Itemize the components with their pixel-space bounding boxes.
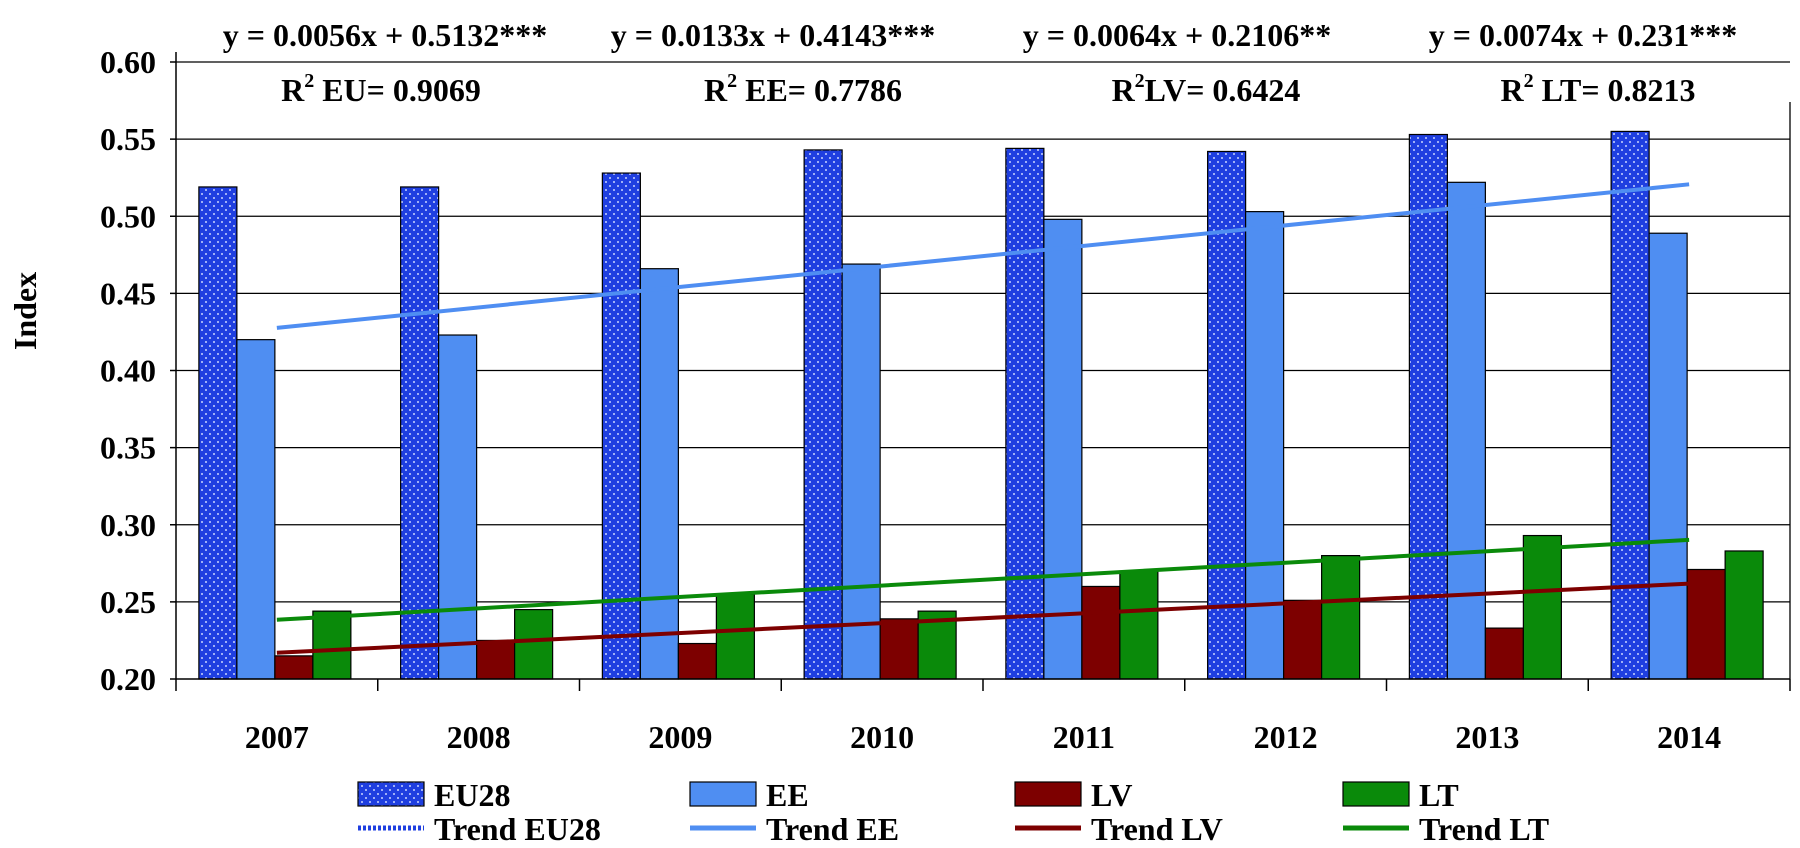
bar-lv-2014 [1686,568,1726,680]
legend-label-eu28: EU28 [434,777,510,813]
bar-lt-2007 [312,610,352,680]
y-tick-label: 0.50 [100,198,156,234]
y-tick-label: 0.60 [100,44,156,80]
legend-swatch-ee [689,781,757,807]
bar-eu28-2014 [1610,130,1650,680]
legend-label-ee: EE [766,777,809,813]
bar-lv-2013 [1484,627,1524,680]
x-tick-label-2012: 2012 [1254,719,1318,755]
bar-ee-2008 [438,334,478,680]
bar-ee-2014 [1648,232,1688,680]
trend-equation: y = 0.0056x + 0.5132*** [223,17,547,53]
x-tick-label-2013: 2013 [1455,719,1519,755]
x-tick-label-2009: 2009 [648,719,712,755]
bar-lt-2014 [1724,550,1764,680]
bar-ee-2013 [1446,181,1486,680]
x-tick-label-2008: 2008 [447,719,511,755]
trend-equation: y = 0.0074x + 0.231*** [1429,17,1737,53]
y-tick-label: 0.55 [100,121,156,157]
bars [198,130,1764,680]
legend-label-trend-eu28: Trend EU28 [434,811,601,847]
y-axis-label: Index [7,272,43,350]
r-squared-label: R2LV= 0.6424 [1112,70,1301,108]
trend-ee-line [276,182,1690,330]
legend-label-lt: LT [1419,777,1459,813]
trend-lt-line [276,537,1690,622]
legend-label-lv: LV [1091,777,1133,813]
bar-lv-2012 [1283,599,1323,680]
y-tick-label: 0.25 [100,584,156,620]
bar-lt-2012 [1321,554,1361,680]
equations: y = 0.0056x + 0.5132*** R2 EU= 0.9069 y = … [223,17,1737,108]
axes: 0.20 0.25 0.30 0.35 0.40 0.45 0.50 0.55 0.60 2007… [100,44,1791,755]
trend-equation: y = 0.0133x + 0.4143*** [611,17,935,53]
bar-eu28-2011 [1005,147,1045,680]
legend-swatch-lv [1014,781,1082,807]
bar-lt-2009 [715,593,755,680]
y-tick-label: 0.20 [100,661,156,697]
bar-eu28-2009 [601,172,641,680]
y-tick-label: 0.45 [100,275,156,311]
bar-lt-2013 [1522,534,1562,680]
bar-lv-2011 [1081,585,1121,680]
bar-eu28-2012 [1207,150,1247,680]
x-tick-label-2010: 2010 [850,719,914,755]
bar-lt-2011 [1119,570,1159,680]
bar-lt-2008 [514,608,554,680]
legend: EU28 EE LV LT Trend EU28 Trend EE Trend LV Tren… [357,777,1549,847]
bar-eu28-2008 [400,186,440,680]
bar-lv-2008 [476,639,516,680]
y-tick-label: 0.30 [100,507,156,543]
legend-label-trend-lv: Trend LV [1091,811,1223,847]
y-tick-label: 0.35 [100,430,156,466]
x-tick-label-2007: 2007 [245,719,309,755]
trendlines [276,182,1690,655]
bar-ee-2012 [1245,211,1285,680]
trend-equation: y = 0.0064x + 0.2106** [1023,17,1331,53]
bar-eu28-2010 [803,149,843,680]
bar-lv-2010 [879,618,919,680]
x-tick-label-2014: 2014 [1657,719,1721,755]
y-tick-label: 0.40 [100,353,156,389]
r-squared-label: R2 EE= 0.7786 [704,70,902,108]
x-tick-label-2011: 2011 [1053,719,1115,755]
legend-label-trend-lt: Trend LT [1419,811,1549,847]
trend-lv-line [276,581,1690,655]
legend-swatch-eu28 [357,781,425,807]
r-squared-label: R2 LT= 0.8213 [1500,70,1695,108]
bar-ee-2009 [639,268,679,680]
bar-ee-2011 [1043,218,1083,680]
bar-ee-2010 [841,263,881,680]
bar-ee-2007 [236,339,276,680]
bar-eu28-2007 [198,186,238,680]
legend-label-trend-ee: Trend EE [766,811,899,847]
bar-lv-2007 [274,655,314,680]
legend-swatch-lt [1342,781,1410,807]
bar-lv-2009 [677,642,717,680]
r-squared-label: R2 EU= 0.9069 [281,70,481,108]
